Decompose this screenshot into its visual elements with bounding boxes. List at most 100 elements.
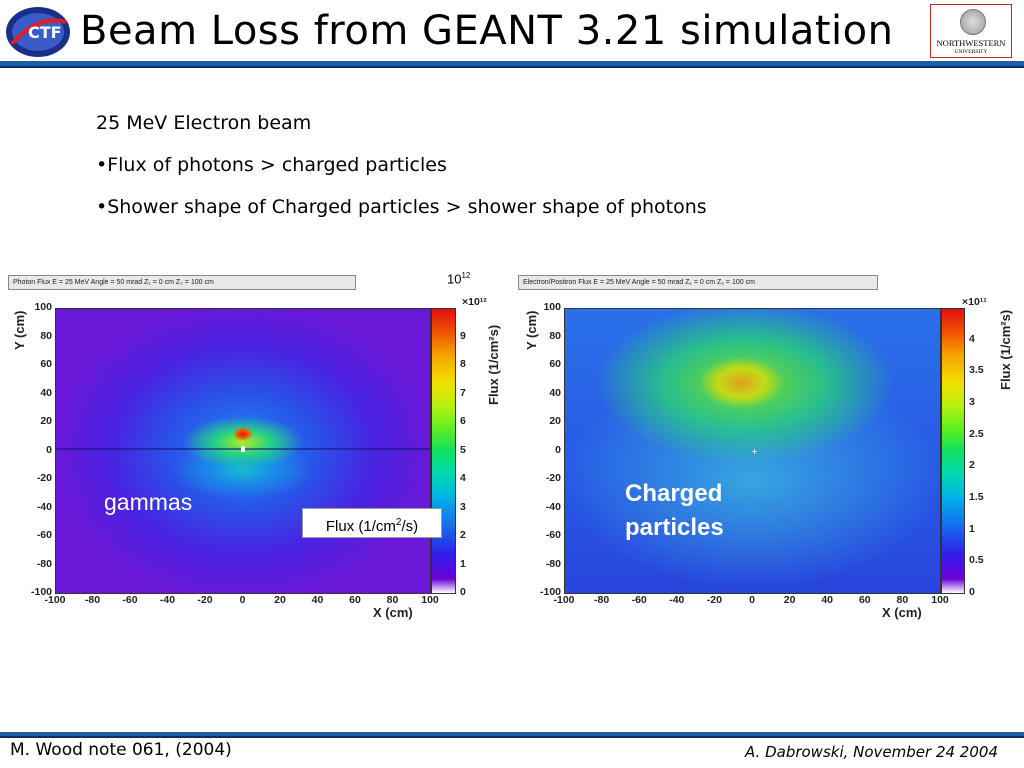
z-multiplier: ×10¹¹ [962,296,987,308]
tick-label: 3 [969,396,975,408]
tick-label: 100 [931,594,949,606]
logo-name: NORTHWESTERN [936,38,1006,48]
logo-sub: UNIVERSITY [954,49,988,55]
gammas-label: gammas [104,489,193,515]
plot-title: Electron/Positron Flux E = 25 MeV Angle … [518,275,878,290]
tick-label: 9 [460,329,466,342]
tick-label: 100 [543,301,561,313]
tick-label: -80 [594,594,610,606]
tick-label: 6 [460,415,466,427]
tick-label: 20 [549,415,561,427]
tick-label: 2.5 [969,427,984,440]
tick-label: 80 [896,594,909,606]
footer-divider-dark [0,736,1024,738]
x-axis-label: X (cm) [373,605,413,620]
plot-title: Photon Flux E = 25 MeV Angle = 50 mrad Z… [8,275,356,290]
tick-label: 60 [40,358,52,370]
tick-label: -100 [539,586,561,598]
tick-label: 100 [34,301,52,313]
tick-label: 5 [460,443,466,456]
tick-label: -20 [197,594,213,606]
tick-label: -80 [36,557,52,570]
flux-unit-callout: Flux (1/cm2/s) [302,508,442,538]
bullet-3: •Shower shape of Charged particles > sho… [96,196,707,218]
tick-label: 4 [460,472,466,484]
header-divider-dark [0,66,1024,68]
charged-flux-heatmap: + [564,308,941,594]
tick-label: -80 [84,594,101,606]
bullet-2: •Flux of photons > charged particles [96,154,447,176]
flux-base: Flux (1/cm [325,518,396,535]
tick-label: 0 [555,443,561,456]
tick-label: -80 [545,557,561,570]
northwestern-logo: NORTHWESTERN UNIVERSITY [930,4,1012,58]
tick-label: 0 [749,594,755,606]
tick-label: 80 [386,594,399,606]
tick-label: 20 [274,594,286,606]
tick-label: -100 [553,594,575,606]
beam-marker: + [751,447,758,456]
z-multiplier: ×10¹² [462,296,487,308]
exponent-base: 10 [447,271,462,287]
tick-label: 40 [311,594,324,606]
tick-label: -40 [159,594,176,606]
tick-label: 40 [40,386,52,399]
tick-label: -20 [706,594,722,606]
flux-sup: 2 [395,517,402,528]
photon-flux-heatmap [55,308,431,594]
tick-label: 7 [460,386,466,399]
tick-label: -100 [44,594,66,606]
tick-label: -20 [545,472,561,484]
tick-label: -60 [36,529,52,541]
tick-label: 100 [421,594,439,606]
tick-label: -60 [122,594,138,606]
header-divider [0,61,1024,66]
tick-label: 0 [460,586,466,598]
tick-label: 1 [969,522,975,535]
charged-flux-plot: Electron/Positron Flux E = 25 MeV Angle … [514,270,1024,626]
exponent-annotation: 1012 [447,271,470,286]
tick-label: -20 [36,472,52,484]
tick-label: 20 [783,594,796,606]
tick-label: 2 [969,459,975,472]
tick-label: 60 [549,358,561,370]
y-axis-label: Y (cm) [12,310,27,351]
tick-label: -40 [36,500,52,513]
footer-reference: M. Wood note 061, (2004) [10,740,232,760]
tick-label: 0 [969,586,975,598]
tick-label: -60 [545,529,561,541]
tick-label: 2 [460,529,466,541]
tick-label: -100 [30,586,52,598]
university-seal-icon [960,9,986,35]
tick-label: 60 [858,594,871,606]
tick-label: 1 [460,557,466,570]
ctf-logo: CTF [4,4,74,58]
footer-author-date: A. Dabrowski, November 24 2004 [745,743,998,761]
page-title: Beam Loss from GEANT 3.21 simulation [80,8,894,54]
photon-flux-plot: Photon Flux E = 25 MeV Angle = 50 mrad Z… [0,270,501,626]
tick-label: 0 [46,443,52,456]
tick-label: 1.5 [969,491,984,503]
z-axis-label: Flux (1/cm²s) [998,309,1013,390]
flux-end: /s) [401,518,419,535]
tick-label: 60 [349,594,361,606]
x-axis-label: X (cm) [882,605,922,620]
tick-label: 20 [40,415,52,427]
tick-label: 3.5 [969,364,984,377]
tick-label: 0 [239,594,246,606]
charged-label-line1: Charged [625,480,723,507]
tick-label: 40 [821,594,834,606]
tick-label: -40 [545,500,561,513]
tick-label: -60 [631,594,647,606]
tick-label: 80 [549,329,561,342]
exponent-power: 12 [461,271,471,280]
tick-label: 8 [460,358,466,370]
tick-label: 80 [40,329,52,342]
beam-marker [241,446,245,452]
charged-color-scale [941,308,965,594]
footer-divider [0,732,1024,736]
z-axis-label: Flux (1/cm²s) [486,324,501,405]
photon-color-scale [431,308,456,594]
tick-label: 3 [460,500,466,513]
tick-label: -40 [669,594,685,606]
